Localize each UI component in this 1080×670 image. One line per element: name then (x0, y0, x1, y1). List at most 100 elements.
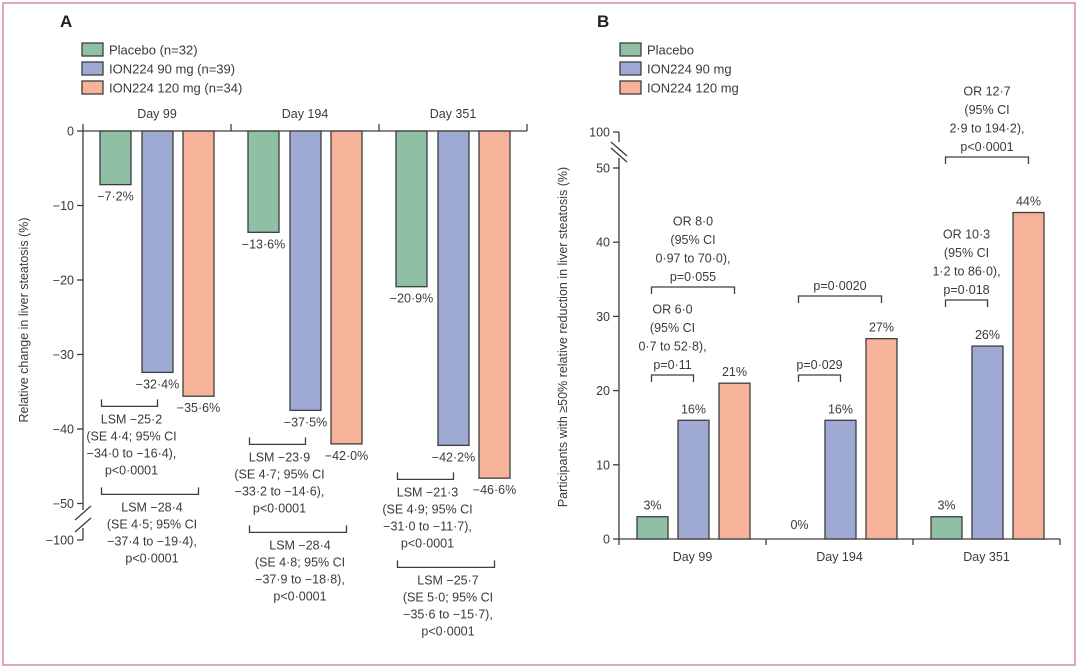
panel-b-legend: Placebo ION224 90 mg ION224 120 mg (619, 42, 739, 96)
y-tick-label: 0 (67, 125, 74, 139)
comparison-bracket (944, 156, 1030, 164)
bar-value-label: −20·9% (390, 292, 433, 306)
bar-value-label: −7·2% (97, 190, 133, 204)
y-tick-label: −30 (53, 348, 74, 362)
comparison-stat-text: (95% CI (650, 321, 695, 335)
comparison-stat-text: LSM −28·4 (121, 500, 183, 514)
comparison-stat-text: 1·2 to 86·0), (932, 265, 1000, 279)
comparison-bracket (797, 295, 883, 303)
bar-placebo (395, 130, 428, 288)
comparison-stat-text: p<0·0001 (421, 624, 474, 638)
comparison-stat-text: LSM −21·3 (397, 485, 459, 499)
category-label: Day 99 (673, 550, 713, 564)
legend-swatch-placebo (81, 42, 104, 57)
comparison-stat-text: p=0·018 (943, 283, 989, 297)
comparison-stat-text: (SE 4·7; 95% CI (234, 467, 324, 481)
bar-ion90 (971, 345, 1004, 540)
y-tick-label: 0 (603, 533, 610, 547)
panel-a: A Placebo (n=32) ION224 90 mg (n=39) ION22… (17, 12, 528, 638)
bar-placebo (247, 130, 280, 233)
bar-value-label: 16% (828, 402, 853, 416)
comparison-stat-text: (SE 4·4; 95% CI (86, 429, 176, 443)
legend-label-placebo: Placebo (647, 43, 694, 58)
y-tick-label: 30 (596, 310, 610, 324)
comparison-stat-text: 0·97 to 70·0), (655, 252, 730, 266)
comparison-stat-text: LSM −25·2 (101, 412, 163, 426)
legend-swatch-ion90 (81, 61, 104, 76)
bar-value-label: −42·2% (432, 450, 475, 464)
comparison-stat-text: OR 8·0 (673, 215, 713, 229)
bar-placebo (99, 130, 132, 186)
bar-value-label: 21% (722, 365, 747, 379)
y-tick-label: −50 (53, 497, 74, 511)
bar-ion90 (141, 130, 174, 374)
y-tick-label: 40 (596, 236, 610, 250)
comparison-stat-text: −33·2 to −14·6), (235, 484, 325, 498)
panel-b-axes: 0 10 20 30 40 50 100 Day 99 Day 194 Day 351 Partic… (556, 126, 1061, 564)
y-tick-label: 50 (596, 162, 610, 176)
bar-placebo (930, 516, 963, 540)
comparison-stat-text: OR 12·7 (963, 85, 1010, 99)
bar-value-label: −37·5% (284, 415, 327, 429)
bar-ion120 (182, 130, 215, 397)
bar-value-label: −13·6% (242, 237, 285, 251)
comparison-stat-text: p=0·11 (653, 358, 691, 372)
legend-label-ion90: ION224 90 mg (647, 62, 732, 77)
comparison-bracket (396, 472, 455, 481)
bar-value-label: 44% (1016, 195, 1041, 209)
axis-break-mark (610, 141, 628, 157)
legend-swatch-ion120 (81, 80, 104, 95)
comparison-bracket (797, 374, 842, 382)
axis-break-mark (74, 505, 92, 521)
comparison-stat-text: LSM −25·7 (417, 573, 479, 587)
bar-ion120 (865, 338, 898, 540)
legend-swatch-ion90 (619, 61, 642, 76)
bar-value-label: −35·6% (177, 401, 220, 415)
comparison-bracket (650, 374, 695, 382)
comparison-stat-text: p=0·0020 (813, 279, 866, 293)
legend-label-placebo: Placebo (n=32) (109, 43, 198, 58)
comparison-stat-text: p=0·029 (796, 358, 842, 372)
comparison-stat-text: 0·7 to 52·8), (638, 340, 706, 354)
comparison-stat-text: (SE 5·0; 95% CI (403, 590, 493, 604)
comparison-stat-text: 2·9 to 194·2), (949, 122, 1024, 136)
comparison-stat-text: p<0·0001 (253, 501, 306, 515)
comparison-stat-text: p=0·055 (670, 270, 716, 284)
y-tick-label: −10 (53, 199, 74, 213)
comparison-stat-text: −37·4 to −19·4), (107, 534, 197, 548)
comparison-bracket (248, 525, 348, 534)
comparison-stat-text: p<0·0001 (960, 140, 1013, 154)
comparison-bracket (396, 560, 496, 569)
bar-value-label: 16% (681, 402, 706, 416)
comparison-stat-text: p<0·0001 (401, 536, 454, 550)
panel-a-annotations: LSM −25·2 (SE 4·4; 95% CI −34·0 to −16·4),… (86, 399, 496, 638)
bar-value-label: 26% (975, 328, 1000, 342)
bar-ion90 (289, 130, 322, 412)
legend-swatch-ion120 (619, 80, 642, 95)
category-label: Day 351 (430, 107, 477, 121)
y-tick-label: −20 (53, 274, 74, 288)
bar-ion120 (718, 382, 751, 540)
panel-a-legend: Placebo (n=32) ION224 90 mg (n=39) ION224 … (81, 42, 242, 96)
comparison-stat-text: (SE 4·9; 95% CI (382, 502, 472, 516)
comparison-bracket (650, 286, 736, 294)
comparison-stat-text: −37·9 to −18·8), (255, 572, 345, 586)
comparison-stat-text: p<0·0001 (273, 589, 326, 603)
bar-ion90 (677, 419, 710, 540)
bar-ion120 (330, 130, 363, 445)
axis-break-mark (610, 147, 628, 163)
panel-a-label: A (60, 12, 72, 31)
comparison-stat-text: −31·0 to −11·7), (383, 519, 472, 533)
comparison-stat-text: (95% CI (944, 246, 989, 260)
comparison-stat-text: (95% CI (670, 233, 715, 247)
comparison-stat-text: p<0·0001 (125, 551, 178, 565)
comparison-stat-text: −35·6 to −15·7), (403, 607, 493, 621)
legend-swatch-placebo (619, 42, 642, 57)
legend-label-ion120: ION224 120 mg (n=34) (109, 81, 242, 96)
comparison-stat-text: OR 10·3 (943, 228, 990, 242)
bar-value-label: 0% (790, 518, 808, 532)
bar-ion120 (1012, 211, 1045, 540)
y-tick-label: −40 (53, 423, 74, 437)
category-label: Day 194 (282, 107, 329, 121)
